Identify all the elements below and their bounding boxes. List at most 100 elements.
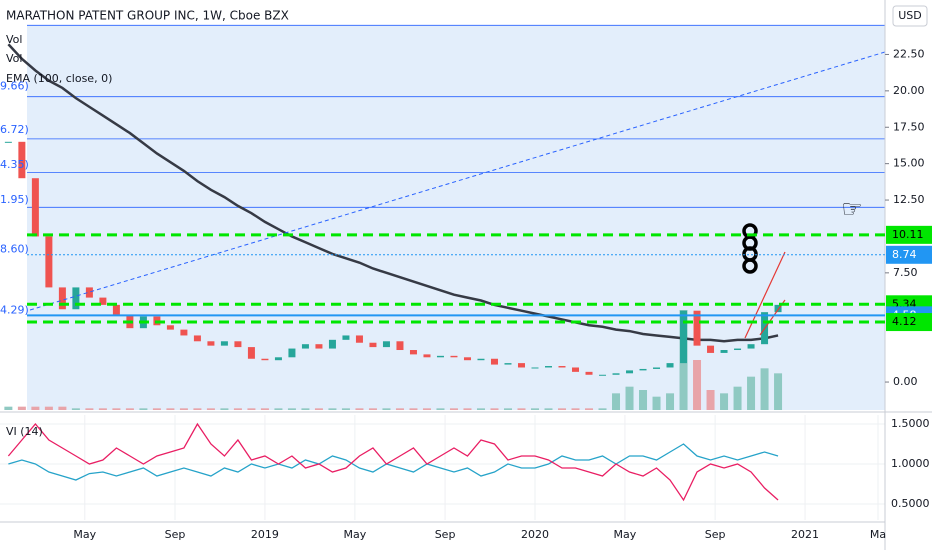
volume-bar bbox=[193, 408, 202, 410]
candle bbox=[301, 344, 309, 349]
volume-bar bbox=[355, 408, 364, 410]
volume-bar bbox=[71, 408, 80, 410]
candle bbox=[31, 178, 39, 237]
candle bbox=[666, 363, 674, 368]
volume-bar bbox=[328, 408, 337, 410]
candle bbox=[355, 335, 363, 343]
price-pane-bg bbox=[27, 25, 885, 410]
candle bbox=[4, 141, 12, 143]
candle bbox=[747, 344, 755, 349]
volume-bar bbox=[395, 408, 404, 410]
y-tick-label: 7.50 bbox=[893, 266, 918, 279]
ema-line bbox=[7, 43, 779, 343]
volume-bar bbox=[98, 408, 107, 410]
volume-bar bbox=[720, 393, 729, 410]
volume-bar bbox=[422, 408, 431, 410]
left-label: 4.29) bbox=[0, 304, 29, 317]
volume-bar bbox=[206, 408, 215, 410]
volume-bar bbox=[314, 408, 323, 410]
volume-bar bbox=[233, 408, 242, 410]
candle bbox=[99, 297, 107, 305]
candle bbox=[707, 345, 715, 353]
volume-bar bbox=[463, 408, 472, 410]
candle bbox=[234, 341, 242, 348]
currency-box[interactable] bbox=[892, 5, 928, 27]
price-label: 8.74 bbox=[892, 248, 917, 261]
wedge-line bbox=[759, 299, 786, 336]
volume-bar bbox=[17, 406, 26, 410]
volume-bar bbox=[585, 408, 594, 410]
left-label: 8.60) bbox=[0, 243, 29, 256]
y-tick-label: 12.50 bbox=[893, 193, 925, 206]
x-tick-label: Sep bbox=[165, 528, 186, 541]
candle bbox=[45, 236, 53, 288]
y-tick-label: 20.00 bbox=[893, 84, 925, 97]
volume-bar bbox=[706, 390, 715, 410]
candle bbox=[558, 366, 566, 368]
volume-bar bbox=[341, 408, 350, 410]
volume-bar bbox=[490, 408, 499, 410]
volume-bar bbox=[112, 408, 121, 410]
x-tick-label: 2019 bbox=[251, 528, 279, 541]
candle bbox=[585, 371, 593, 375]
volume-bar bbox=[571, 408, 580, 410]
y-tick-label: 0.00 bbox=[893, 375, 918, 388]
candle bbox=[409, 350, 417, 355]
x-tick-label: May bbox=[343, 528, 366, 541]
vi-minus-line bbox=[7, 422, 779, 502]
price-label-bg bbox=[886, 313, 932, 332]
vi-tick-label: 1.0000 bbox=[891, 457, 930, 470]
volume-bar bbox=[612, 393, 621, 410]
y-tick-label: 15.00 bbox=[893, 157, 925, 170]
x-tick-label: 2020 bbox=[521, 528, 549, 541]
currency[interactable]: USD bbox=[898, 9, 922, 22]
candle bbox=[653, 367, 661, 369]
candle bbox=[423, 354, 431, 358]
candle bbox=[85, 287, 93, 298]
candle bbox=[693, 310, 701, 346]
candle bbox=[166, 325, 174, 330]
volume-bar bbox=[625, 386, 634, 410]
volume-bar bbox=[382, 408, 391, 410]
candle bbox=[328, 339, 336, 349]
infinity-icon bbox=[742, 223, 758, 274]
candle bbox=[207, 341, 215, 346]
candle bbox=[180, 329, 188, 336]
volume-bar bbox=[652, 396, 661, 410]
price-label-bg bbox=[886, 225, 932, 244]
volume-bar bbox=[301, 408, 310, 410]
volume-bar bbox=[179, 408, 188, 410]
volume-bar bbox=[476, 408, 485, 410]
volume-bar bbox=[639, 390, 648, 410]
candle bbox=[342, 335, 350, 340]
candle bbox=[720, 350, 728, 353]
candle bbox=[247, 347, 255, 359]
volume-bar bbox=[733, 386, 742, 410]
candle bbox=[504, 363, 512, 365]
candle bbox=[680, 310, 688, 364]
x-tick-label: May bbox=[614, 528, 637, 541]
volume-bar bbox=[409, 408, 418, 410]
volume-bar bbox=[139, 408, 148, 410]
volume-bar bbox=[31, 406, 40, 410]
candle bbox=[639, 368, 647, 371]
volume-bar bbox=[666, 393, 675, 410]
vi-plus-line bbox=[8, 443, 779, 481]
volume-bar bbox=[693, 360, 702, 410]
y-tick-label: 22.50 bbox=[893, 47, 925, 60]
candle bbox=[396, 341, 404, 351]
volume-bar bbox=[503, 408, 512, 410]
volume-bar bbox=[517, 408, 526, 410]
left-label: 9.66) bbox=[0, 79, 29, 92]
volume-bar bbox=[287, 408, 296, 410]
candle bbox=[599, 374, 607, 376]
price-label-bg bbox=[886, 245, 932, 264]
candle bbox=[72, 287, 80, 310]
volume-bar bbox=[558, 408, 567, 410]
candle bbox=[274, 357, 282, 361]
left-label: 4.35) bbox=[0, 158, 29, 171]
candle bbox=[463, 357, 471, 361]
candle bbox=[18, 141, 26, 179]
candle bbox=[626, 370, 634, 374]
volume-bar bbox=[58, 406, 67, 410]
